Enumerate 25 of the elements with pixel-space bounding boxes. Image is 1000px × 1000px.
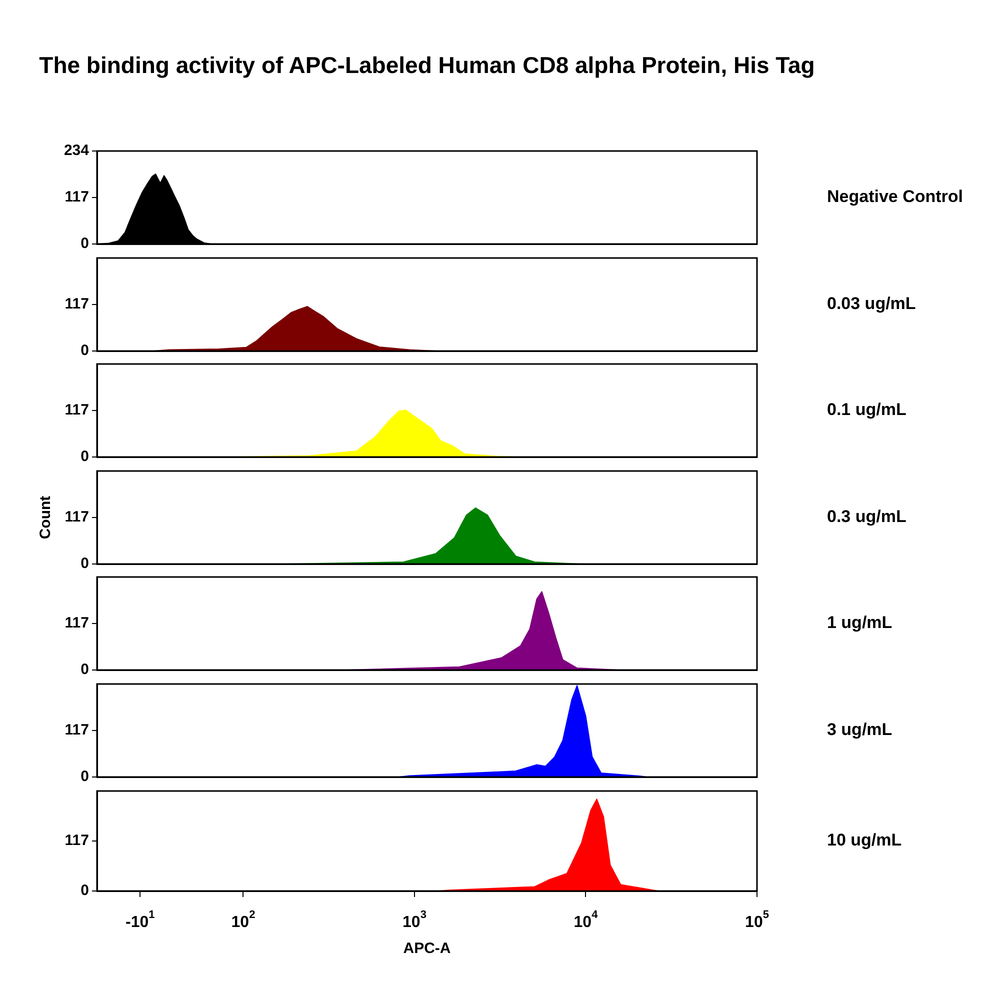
y-tick-label: 117 <box>64 402 89 419</box>
y-axis-title: Count <box>37 496 54 539</box>
y-tick-label: 0 <box>80 882 89 899</box>
text: 10 ug/mL <box>827 830 902 850</box>
text: 0.03 ug/mL <box>827 294 916 313</box>
y-tick-label: 0 <box>80 235 89 252</box>
y-tick-label: 0 <box>80 448 89 466</box>
y-tick-label: 117 <box>64 832 89 849</box>
y-tick-label: 0 <box>80 768 89 786</box>
text: 1 ug/mL <box>827 614 892 633</box>
x-axis-title: APC-A <box>403 940 451 957</box>
y-tick-label: 234 <box>64 142 90 160</box>
text: 0.3 ug/mL <box>827 506 906 526</box>
chart-title: The binding activity of APC-Labeled Human CD8 alpha Protein, His Tag <box>39 51 815 80</box>
text: 3 ug/mL <box>827 720 892 740</box>
y-tick-label: 117 <box>64 615 89 632</box>
y-tick-label: 117 <box>64 295 89 312</box>
text: Negative Control <box>827 187 964 206</box>
text: 0.1 ug/mL <box>827 400 906 420</box>
y-tick-label: 117 <box>64 188 89 206</box>
y-tick-label: 117 <box>64 508 89 526</box>
y-tick-label: 0 <box>80 342 89 359</box>
y-tick-label: 117 <box>64 722 89 739</box>
y-tick-label: 0 <box>80 662 89 679</box>
y-tick-label: 0 <box>80 554 89 572</box>
